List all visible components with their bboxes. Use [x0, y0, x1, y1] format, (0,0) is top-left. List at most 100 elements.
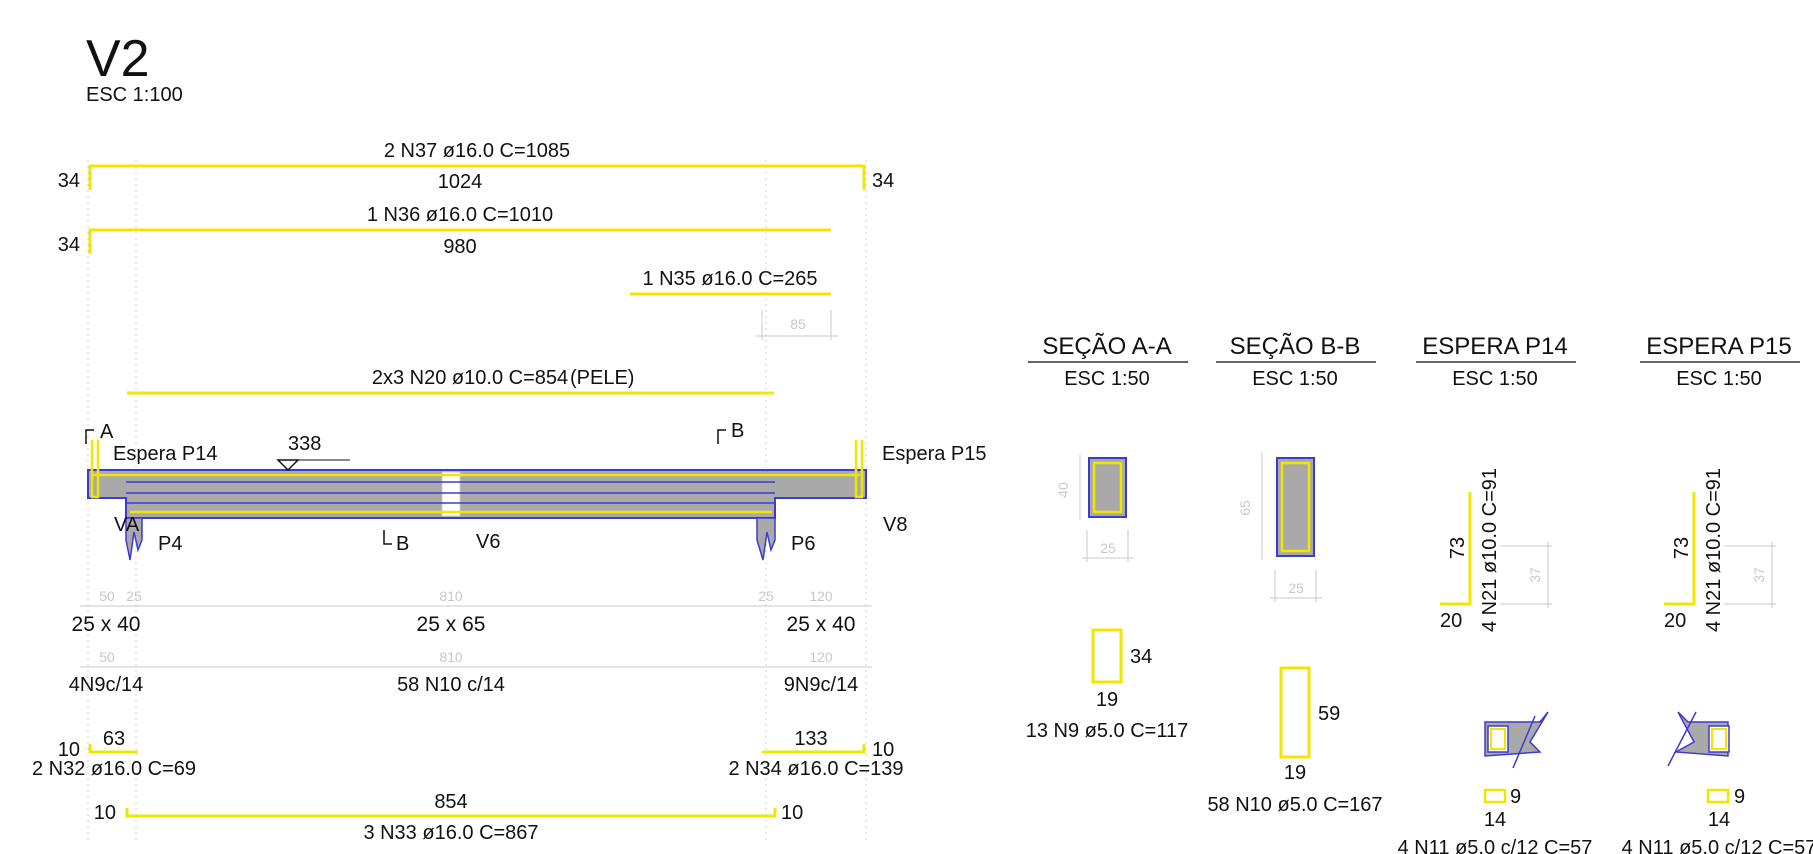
- bar-n36: 1 N36 ø16.0 C=1010 980 34: [58, 204, 831, 258]
- section-bb: SEÇÃO B-B ESC 1:50 65 25 59 19 58 N10 ø5…: [1207, 333, 1382, 816]
- span-dim-4: 25: [758, 588, 774, 604]
- espera-p15-stirrup-b: 14: [1708, 809, 1730, 831]
- section-bb-dims: [1261, 452, 1322, 602]
- espera-p14-stirrup-b: 14: [1484, 809, 1506, 831]
- section-aa-stirrup-h: 34: [1130, 646, 1152, 668]
- span-dimensions: 50 25 810 25 120 25 x 40 25 x 65 25 x 40…: [69, 588, 872, 696]
- espera-left-label: Espera P14: [113, 443, 218, 465]
- beam-elevation: A Espera P14 338 B Espera P15 VA P4 B V6…: [85, 420, 987, 561]
- span-dim-1: 50: [99, 588, 115, 604]
- bar-n36-label: 1 N36 ø16.0 C=1010: [367, 204, 553, 226]
- bar-n36-length: 980: [443, 236, 476, 258]
- espera-p14-title: ESPERA P14: [1422, 333, 1567, 360]
- section-size-1: 25 x 40: [72, 613, 141, 636]
- longitudinal-bars: [126, 481, 775, 504]
- espera-p14-break: [1512, 715, 1536, 769]
- espera-p15-bar-label: 4 N21 ø10.0 C=91: [1703, 468, 1725, 632]
- espera-p15-scale: ESC 1:50: [1676, 368, 1762, 390]
- espera-p14-stub-stirrup: [1490, 728, 1506, 750]
- espera-p14-bar: [90, 440, 100, 499]
- bar-n32-length: 63: [103, 728, 125, 750]
- section-aa-stirrup-shape: [1091, 628, 1123, 684]
- section-bb-stirrup-label: 58 N10 ø5.0 C=167: [1207, 794, 1382, 816]
- span-dim-5: 120: [809, 588, 833, 604]
- espera-p14-stub-void: [1487, 725, 1509, 753]
- bar-n20-label: 2x3 N20 ø10.0 C=854: [372, 367, 568, 389]
- bar-n37-hook-right: 34: [872, 170, 894, 192]
- espera-p15-bar-shape: [1664, 492, 1696, 606]
- bar-n34: 133 10 2 N34 ø16.0 C=139: [728, 728, 903, 780]
- espera-p14-dim-lines: [1500, 542, 1552, 608]
- bar-n20: 2x3 N20 ø10.0 C=854 (PELE): [127, 367, 774, 395]
- section-bb-width: 25: [1288, 580, 1304, 596]
- espera-p15-dim-lines: [1724, 542, 1776, 608]
- espera-p15-title: ESPERA P15: [1646, 333, 1791, 360]
- level-label: 338: [288, 433, 321, 455]
- stirrup-spacing-2: 58 N10 c/14: [397, 674, 505, 696]
- section-aa-height: 40: [1055, 482, 1071, 498]
- bar-n32-hook: 10: [58, 739, 80, 761]
- espera-p14-bar-v: 73: [1447, 537, 1469, 559]
- section-size-2: 25 x 65: [417, 613, 486, 636]
- espera-p15-stirrup-shape: [1706, 788, 1730, 804]
- stirrup-spacing-1: 4N9c/14: [69, 674, 144, 696]
- longitudinal-rebar: [92, 473, 860, 514]
- espera-p15-bar-h: 20: [1664, 610, 1686, 632]
- espera-p15-bar-v: 73: [1671, 537, 1693, 559]
- bar-n20-note: (PELE): [570, 367, 634, 389]
- bar-n33-length: 854: [434, 791, 467, 813]
- bar-n33-shape: [125, 808, 777, 818]
- section-aa: SEÇÃO A-A ESC 1:50 40 25 34 19 13 N9 ø5.…: [1026, 333, 1189, 742]
- section-bb-stirrup: [1280, 461, 1311, 553]
- bar-n32-label: 2 N32 ø16.0 C=69: [32, 758, 196, 780]
- bar-n37: 2 N37 ø16.0 C=1085 1024 34 34: [58, 140, 895, 193]
- espera-p14-stirrup-a: 9: [1510, 786, 1521, 808]
- bar-n34-shape: [762, 744, 866, 754]
- section-size-3: 25 x 40: [787, 613, 856, 636]
- bar-n35: 1 N35 ø16.0 C=265 85: [630, 268, 838, 340]
- span-dim-3: 810: [439, 588, 463, 604]
- stirrup-dim-2: 810: [439, 649, 463, 665]
- bar-n34-length: 133: [794, 728, 827, 750]
- bar-n37-shape: [88, 164, 866, 190]
- espera-p15: ESPERA P15 ESC 1:50 73 20 4 N21 ø10.0 C=…: [1622, 333, 1813, 854]
- espera-p15-dim: 37: [1751, 567, 1767, 583]
- cut-a-marker: [85, 429, 94, 444]
- espera-p14-stirrup-label: 4 N11 ø5.0 c/12 C=57: [1398, 837, 1593, 854]
- bar-n33: 854 10 10 3 N33 ø16.0 C=867: [94, 791, 804, 844]
- stirrup-dim-3: 120: [809, 649, 833, 665]
- bar-n37-label: 2 N37 ø16.0 C=1085: [384, 140, 570, 162]
- bar-n33-hook-right: 10: [781, 802, 803, 824]
- section-bb-scale: ESC 1:50: [1252, 368, 1338, 390]
- beam-opening: [441, 471, 461, 517]
- espera-p15-stub-stirrup: [1711, 728, 1727, 750]
- bar-n32-shape: [88, 744, 138, 754]
- p4-label: P4: [158, 533, 182, 555]
- section-aa-dims: [1079, 455, 1134, 562]
- bar-n35-dimension: [755, 310, 838, 340]
- cut-b-label-bottom: B: [396, 533, 409, 555]
- section-aa-stirrup-w: 19: [1096, 689, 1118, 711]
- section-aa-stirrup: [1092, 461, 1123, 514]
- section-bb-stirrup-h: 59: [1318, 703, 1340, 725]
- section-bb-stirrup-w: 19: [1284, 762, 1306, 784]
- bar-n36-shape: [88, 228, 831, 254]
- bar-n35-dim: 85: [790, 316, 806, 332]
- bar-n32: 63 10 2 N32 ø16.0 C=69: [32, 728, 196, 780]
- section-aa-width: 25: [1100, 540, 1116, 556]
- espera-p14-stirrup-shape: [1483, 788, 1507, 804]
- espera-p14-bar-h: 20: [1440, 610, 1462, 632]
- beam-scale: ESC 1:100: [86, 84, 183, 106]
- v6-label: V6: [476, 531, 500, 553]
- espera-p15-stub-void: [1708, 725, 1730, 753]
- column-p6-stub: [756, 517, 776, 561]
- level-marker: [276, 459, 300, 472]
- bar-n33-label: 3 N33 ø16.0 C=867: [363, 822, 538, 844]
- cut-b-marker-bottom: [383, 530, 392, 545]
- bar-n37-hook-left: 34: [58, 170, 80, 192]
- section-bb-title: SEÇÃO B-B: [1230, 333, 1361, 360]
- span-dim-2: 25: [126, 588, 142, 604]
- bar-n34-hook: 10: [872, 739, 894, 761]
- espera-p14-bar-shape: [1440, 492, 1472, 606]
